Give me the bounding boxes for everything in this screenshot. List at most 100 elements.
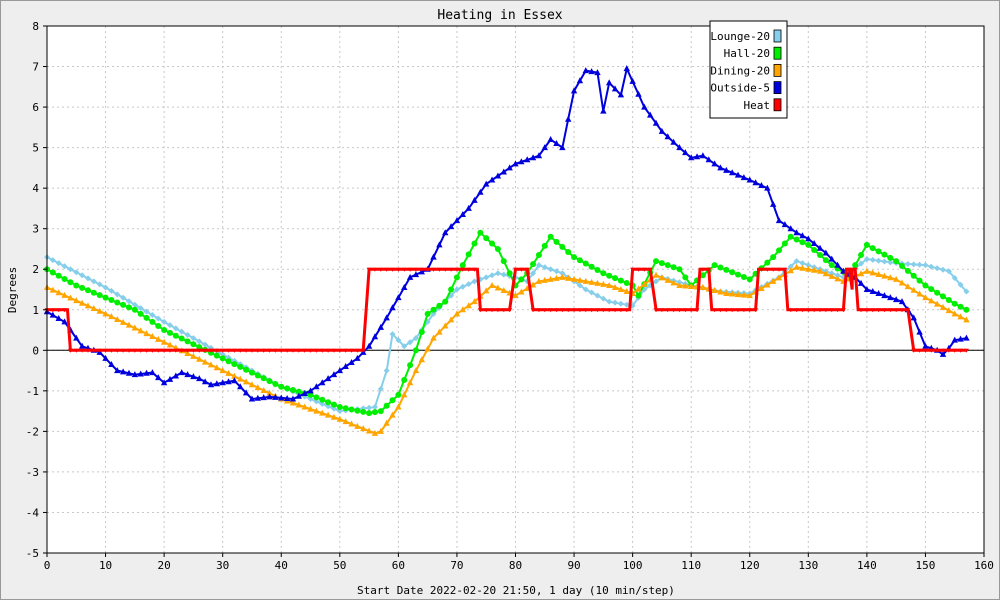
data-point	[641, 280, 648, 287]
data-point	[431, 267, 437, 272]
data-point	[623, 280, 630, 287]
data-point	[465, 281, 472, 288]
data-point	[612, 308, 618, 313]
data-point	[922, 282, 929, 289]
data-point	[249, 348, 255, 353]
data-point	[138, 348, 144, 353]
data-point	[892, 296, 900, 303]
data-point	[219, 379, 226, 386]
data-point	[172, 372, 180, 379]
data-point	[453, 310, 461, 317]
data-point	[805, 262, 812, 269]
data-point	[331, 348, 337, 353]
data-point	[712, 308, 718, 313]
data-point	[494, 270, 501, 277]
data-point	[963, 306, 970, 313]
x-tick-label: 150	[916, 559, 936, 572]
data-point	[166, 375, 174, 382]
data-point	[49, 257, 56, 264]
data-point	[149, 318, 156, 325]
data-point	[916, 328, 923, 335]
y-tick-label: -4	[26, 506, 40, 519]
data-point	[225, 369, 232, 376]
data-point	[559, 270, 566, 277]
series-heat	[44, 267, 969, 353]
data-point	[412, 367, 420, 374]
data-point	[553, 238, 560, 245]
data-point	[448, 267, 454, 272]
data-point	[266, 389, 273, 396]
data-point	[307, 387, 314, 394]
data-point	[501, 308, 507, 313]
data-point	[728, 169, 736, 176]
data-point	[255, 348, 261, 353]
data-point	[776, 247, 783, 254]
data-point	[459, 262, 466, 269]
data-point	[272, 380, 279, 387]
data-point	[214, 348, 220, 353]
data-point	[547, 136, 554, 143]
data-point	[934, 289, 941, 296]
data-point	[600, 270, 607, 277]
data-point	[91, 348, 97, 353]
data-point	[413, 267, 419, 272]
data-point	[963, 334, 970, 341]
data-point	[922, 348, 928, 353]
data-point	[571, 254, 578, 261]
data-point	[570, 275, 578, 282]
data-point	[354, 407, 361, 414]
data-point	[933, 300, 941, 307]
data-point	[237, 348, 243, 353]
data-point	[582, 67, 589, 74]
data-point	[348, 420, 355, 427]
data-point	[125, 321, 133, 328]
data-point	[149, 312, 156, 319]
data-point	[892, 275, 900, 282]
data-point	[313, 383, 320, 390]
data-point	[337, 348, 343, 353]
data-point	[179, 348, 185, 353]
data-point	[67, 348, 73, 353]
chart-title: Heating in Essex	[437, 8, 562, 23]
data-point	[78, 299, 86, 306]
data-point	[770, 267, 776, 272]
data-point	[594, 69, 601, 76]
data-point	[793, 229, 800, 236]
y-tick-label: 1	[32, 304, 39, 317]
data-point	[559, 273, 566, 280]
data-point	[371, 409, 378, 416]
data-point	[383, 314, 390, 321]
y-tick-label: 8	[32, 20, 39, 33]
data-point	[857, 279, 865, 286]
data-point	[741, 308, 747, 313]
data-point	[904, 267, 911, 274]
data-point	[190, 352, 197, 359]
data-point	[905, 308, 911, 313]
data-point	[617, 300, 624, 307]
data-point	[630, 267, 636, 272]
series-line	[47, 267, 967, 352]
data-point	[682, 282, 689, 289]
data-point	[928, 348, 934, 353]
data-point	[928, 286, 935, 293]
data-point	[161, 318, 168, 325]
data-point	[90, 305, 98, 312]
data-point	[553, 268, 560, 275]
data-point	[600, 308, 606, 313]
data-point	[863, 256, 870, 263]
data-point	[963, 348, 969, 353]
data-point	[846, 267, 852, 272]
data-point	[149, 348, 155, 353]
data-point	[430, 334, 437, 341]
data-point	[120, 301, 127, 308]
data-point	[319, 396, 326, 403]
data-point	[653, 308, 659, 313]
data-point	[336, 415, 344, 422]
data-point	[102, 354, 109, 361]
data-point	[623, 288, 630, 295]
data-point	[184, 331, 191, 338]
data-point	[541, 144, 548, 151]
data-point	[260, 394, 267, 401]
data-point	[664, 276, 671, 283]
